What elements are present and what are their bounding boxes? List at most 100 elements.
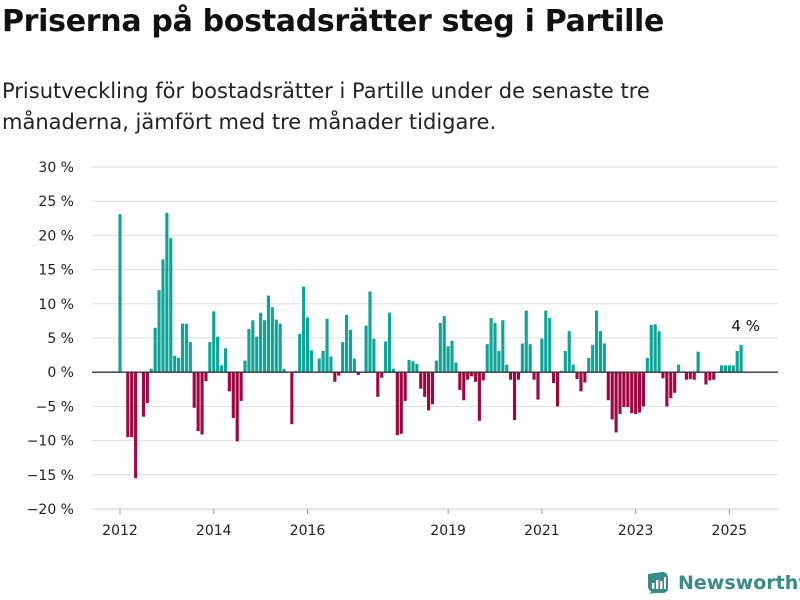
bar	[602, 343, 606, 373]
bar	[173, 355, 177, 373]
bar	[661, 372, 665, 379]
x-tick-label: 2016	[290, 523, 326, 539]
bar	[712, 372, 716, 380]
bar	[208, 342, 212, 373]
bar	[614, 372, 618, 433]
bar	[262, 320, 267, 373]
x-axis: 2012 2014 2016 2019 2021 2023 2025	[92, 508, 778, 539]
bar	[165, 212, 169, 373]
bar	[161, 259, 165, 373]
bar	[587, 357, 591, 373]
bars	[118, 212, 743, 479]
bar	[239, 372, 243, 401]
bar	[540, 338, 544, 373]
y-tick-label: −5 %	[36, 399, 74, 415]
bar	[212, 311, 216, 373]
bar	[622, 372, 626, 408]
y-tick-label: −10 %	[27, 434, 74, 450]
bar	[649, 325, 653, 373]
brand: Newsworthy	[646, 568, 800, 598]
bar	[645, 357, 649, 373]
annotations: 4 %	[731, 317, 760, 335]
bar	[454, 362, 458, 373]
bar	[223, 348, 228, 373]
bar	[493, 322, 497, 373]
bar	[149, 368, 153, 373]
bar	[145, 372, 149, 403]
bar	[552, 372, 556, 384]
bar	[692, 372, 696, 380]
bar	[458, 372, 462, 390]
bar	[368, 291, 372, 373]
bar	[216, 336, 220, 373]
bar	[450, 340, 454, 373]
bar	[532, 372, 536, 380]
bar	[548, 318, 552, 373]
y-tick-label: 30 %	[38, 160, 74, 176]
bar	[610, 372, 614, 420]
bar	[438, 322, 442, 373]
x-tick-label: 2021	[524, 523, 560, 539]
y-tick-label: 20 %	[38, 228, 74, 244]
bar	[395, 372, 399, 436]
bar	[669, 372, 673, 399]
bar	[270, 307, 274, 373]
y-tick-label: 5 %	[47, 331, 74, 347]
bar	[387, 312, 392, 373]
bar	[653, 324, 657, 373]
bar	[231, 372, 235, 419]
bar	[497, 351, 501, 373]
gridlines	[92, 166, 778, 510]
bar	[126, 372, 130, 438]
bar	[727, 365, 731, 373]
bar	[188, 342, 192, 373]
newsworthy-logo-icon	[648, 572, 668, 594]
bar	[403, 372, 407, 401]
bar	[290, 372, 294, 425]
bar	[309, 350, 313, 373]
bar	[520, 343, 524, 373]
bar	[169, 238, 173, 373]
bar	[266, 295, 271, 373]
bar	[305, 317, 310, 373]
bar	[419, 372, 423, 389]
bar	[247, 329, 251, 373]
bar	[618, 372, 622, 414]
bar	[684, 372, 688, 380]
bar	[634, 372, 638, 414]
y-tick-label: 15 %	[38, 263, 74, 279]
bar	[606, 372, 610, 401]
bar	[192, 372, 196, 408]
bar	[153, 327, 157, 373]
bar	[411, 361, 415, 373]
bar	[243, 360, 247, 373]
bar	[708, 372, 712, 381]
bar	[563, 351, 567, 373]
bar	[134, 372, 138, 479]
bar	[235, 372, 239, 442]
bar	[470, 372, 474, 377]
bar	[509, 372, 513, 380]
bar	[544, 310, 548, 373]
bar	[688, 372, 692, 380]
bar	[559, 370, 563, 373]
bar	[598, 331, 603, 373]
bar	[391, 368, 396, 373]
bar	[341, 342, 345, 373]
bar	[555, 372, 560, 407]
bar	[657, 331, 661, 373]
bar	[723, 365, 728, 373]
bar	[348, 329, 353, 373]
bar	[255, 336, 259, 373]
bar	[630, 372, 634, 414]
bar	[333, 372, 337, 382]
bar	[720, 365, 724, 373]
bar	[696, 351, 700, 373]
bar	[485, 344, 489, 373]
bar	[735, 351, 739, 373]
y-tick-label: 0 %	[47, 365, 74, 381]
bar	[505, 364, 509, 373]
bar	[501, 320, 505, 373]
y-tick-label: 25 %	[38, 194, 74, 210]
